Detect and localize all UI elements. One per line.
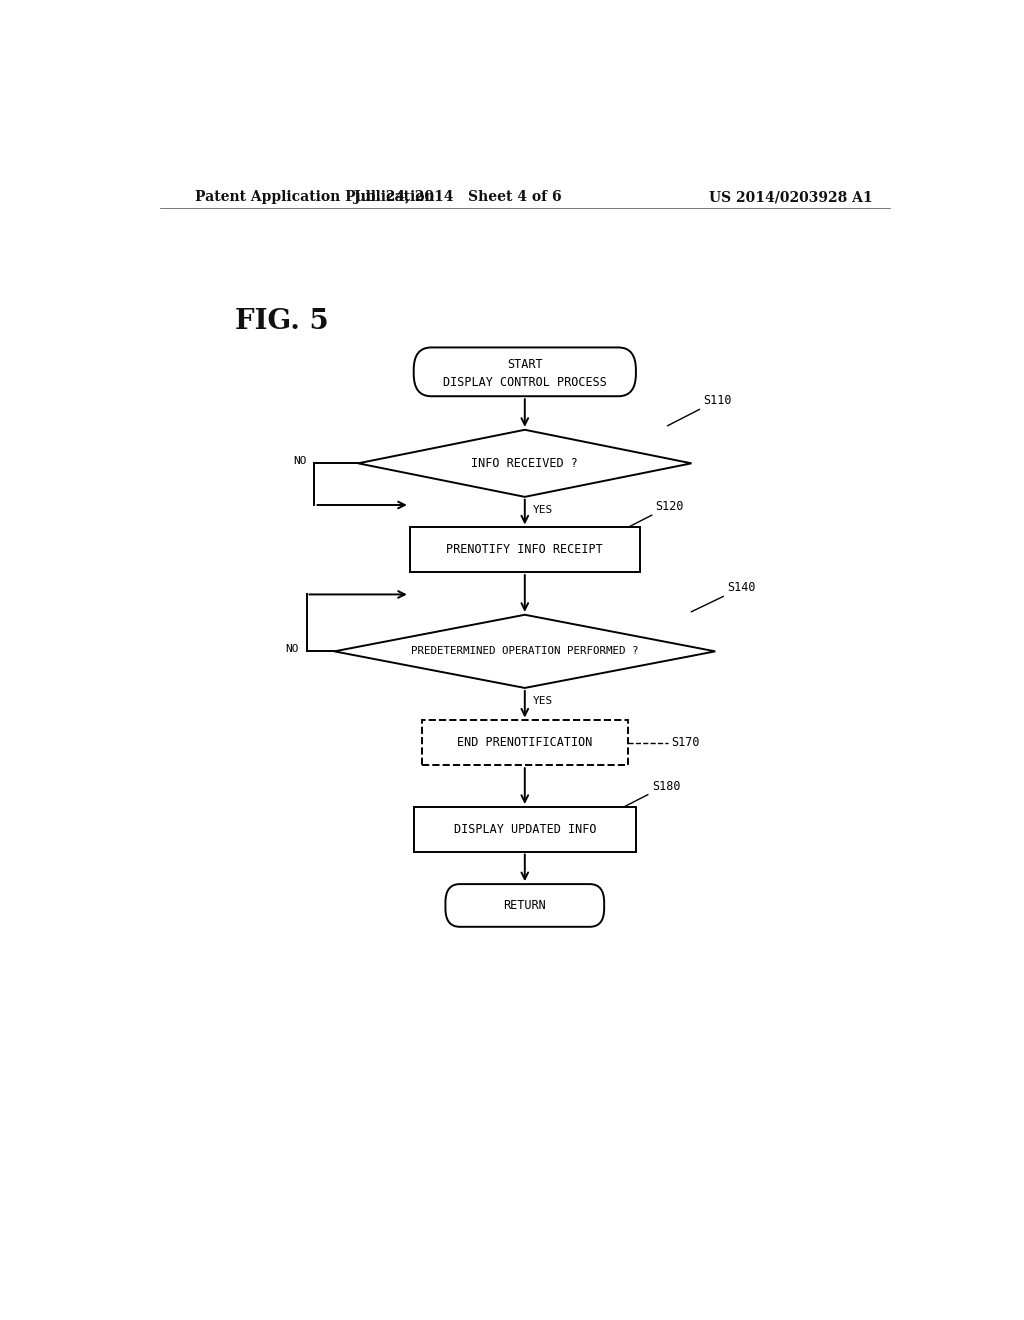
Text: NO: NO [293, 457, 306, 466]
Text: Patent Application Publication: Patent Application Publication [196, 190, 435, 205]
Text: YES: YES [532, 506, 553, 515]
Text: DISPLAY CONTROL PROCESS: DISPLAY CONTROL PROCESS [442, 375, 607, 388]
Text: S140: S140 [727, 581, 756, 594]
Text: PRENOTIFY INFO RECEIPT: PRENOTIFY INFO RECEIPT [446, 544, 603, 556]
Text: S110: S110 [703, 395, 732, 408]
Text: INFO RECEIVED ?: INFO RECEIVED ? [471, 457, 579, 470]
Bar [410, 528, 640, 572]
Text: US 2014/0203928 A1: US 2014/0203928 A1 [709, 190, 872, 205]
Text: S120: S120 [655, 500, 684, 513]
Text: RETURN: RETURN [504, 899, 546, 912]
Text: S170: S170 [672, 737, 700, 750]
Text: NO: NO [285, 644, 299, 655]
Text: S180: S180 [652, 780, 680, 792]
Text: YES: YES [532, 696, 553, 706]
Text: START: START [507, 358, 543, 371]
Text: PREDETERMINED OPERATION PERFORMED ?: PREDETERMINED OPERATION PERFORMED ? [411, 647, 639, 656]
Text: DISPLAY UPDATED INFO: DISPLAY UPDATED INFO [454, 822, 596, 836]
FancyBboxPatch shape [414, 347, 636, 396]
Text: FIG. 5: FIG. 5 [236, 308, 329, 334]
Polygon shape [334, 615, 715, 688]
Text: END PRENOTIFICATION: END PRENOTIFICATION [457, 737, 593, 750]
Bar [414, 807, 636, 851]
Text: Jul. 24, 2014   Sheet 4 of 6: Jul. 24, 2014 Sheet 4 of 6 [353, 190, 561, 205]
FancyBboxPatch shape [445, 884, 604, 927]
Bar [422, 721, 628, 766]
Polygon shape [358, 430, 691, 496]
